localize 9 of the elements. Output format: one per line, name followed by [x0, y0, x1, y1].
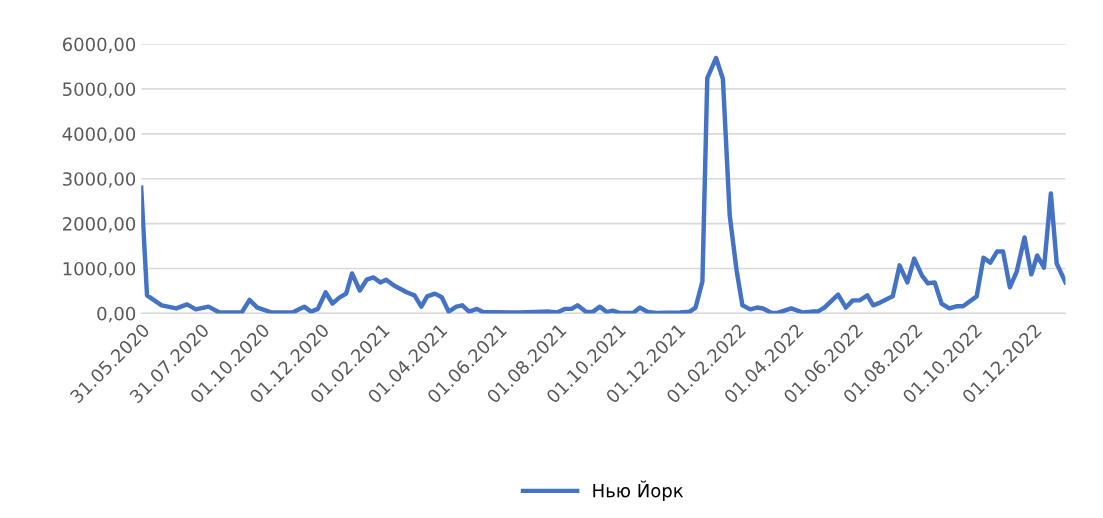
y-tick-label: 3000,00	[63, 172, 136, 188]
y-tick-label: 2000,00	[62, 217, 136, 233]
legend-label: Нью Йорк	[593, 480, 684, 501]
y-tick-label: 1000,00	[63, 261, 136, 278]
y-tick-label: 5000,00	[63, 82, 136, 98]
line-series	[141, 55, 1066, 314]
y-tick-label: 4000,00	[62, 127, 136, 143]
y-tick-label: 6000,00	[62, 37, 136, 53]
y-tick-label: 0,00	[97, 306, 136, 323]
